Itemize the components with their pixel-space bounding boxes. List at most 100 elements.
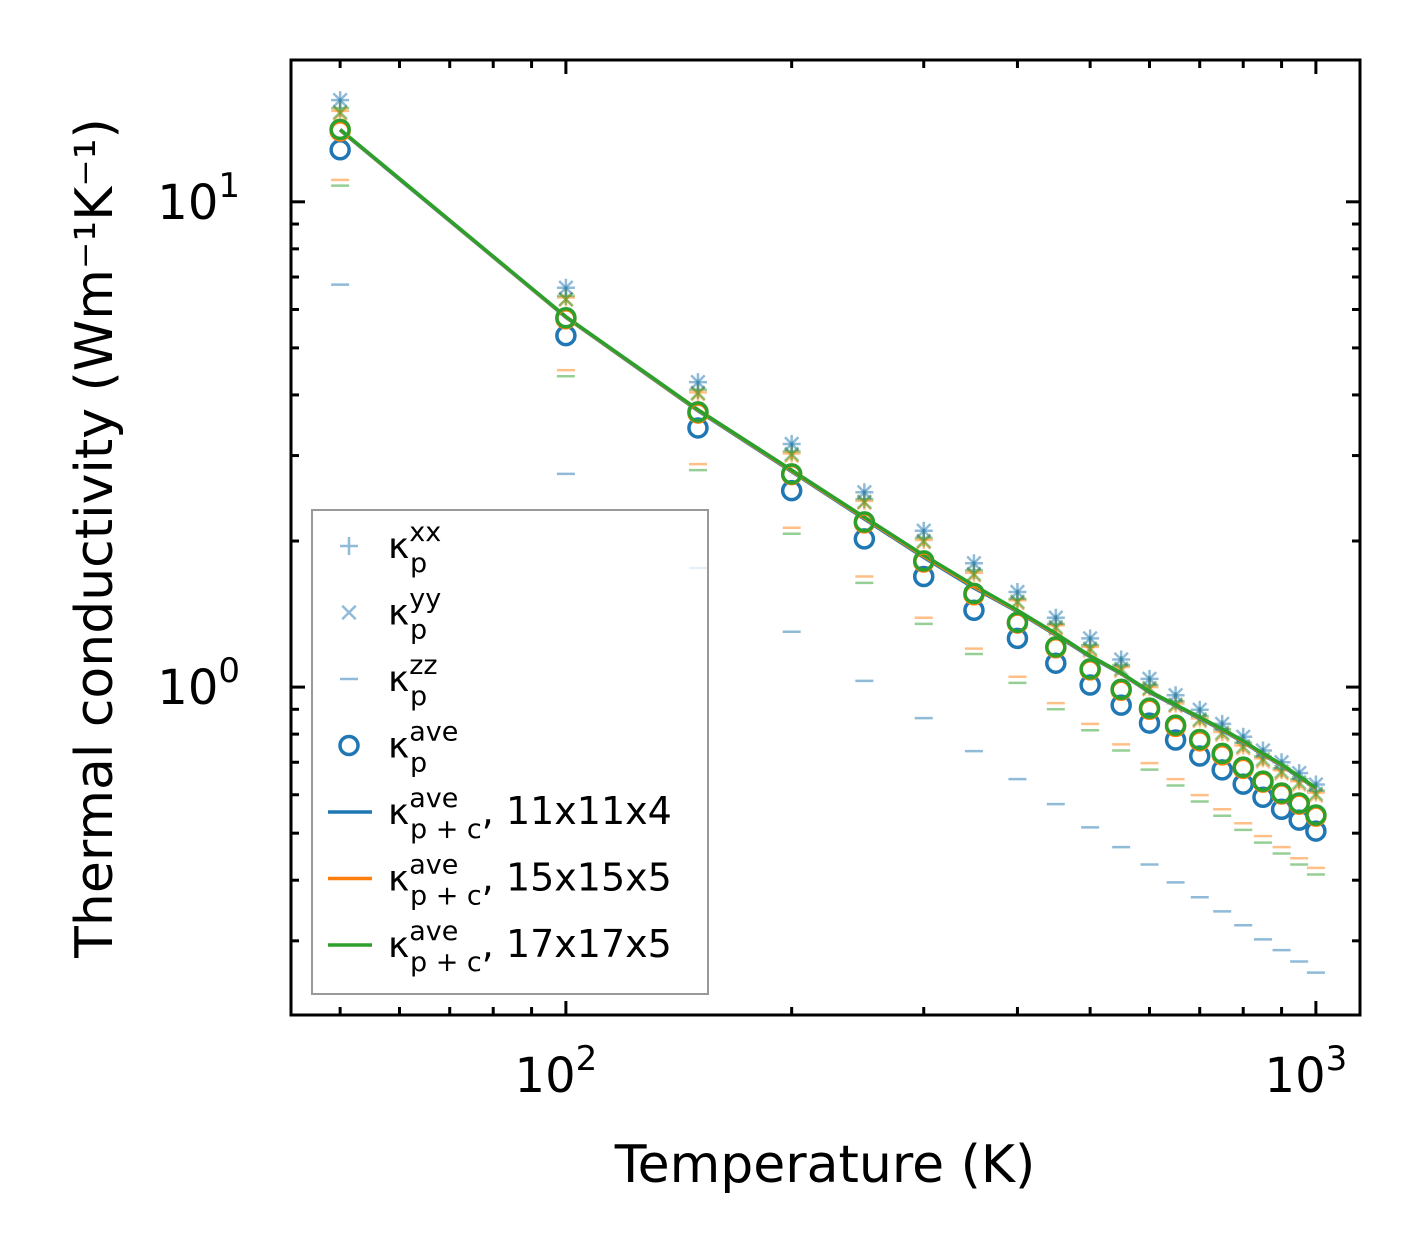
y-tick-base: 10 (157, 660, 218, 716)
point-kp_ave_17x17x5 (329, 118, 351, 141)
x-tick-label: 103 (1265, 1039, 1348, 1104)
legend-superscript: ave (409, 916, 458, 947)
legend-subscript: p (410, 748, 427, 779)
legend-label: κave p + c, 17x17x5 (388, 916, 672, 978)
legend-marker-plus (340, 537, 358, 555)
legend-label: κave p + c, 15x15x5 (388, 850, 672, 912)
x-axis-label: Temperature (K) (614, 1135, 1036, 1195)
legend-subscript: p (410, 615, 427, 646)
legend-label: κzz p (388, 650, 438, 712)
point-kp_ave_17x17x5 (1164, 714, 1187, 736)
legend-suffix: , 11x11x4 (482, 789, 672, 833)
series-kpc_ave_17x17x5 (339, 128, 1317, 790)
point-kp_yy_11x11x4 (1141, 671, 1158, 687)
legend-symbol: κ (388, 859, 409, 900)
point-kp_ave_17x17x5 (1211, 742, 1233, 765)
legend-symbol: κ (388, 726, 409, 767)
legend-item: κyy p (341, 584, 441, 646)
point-kp_yy_11x11x4 (784, 436, 800, 452)
point-kp_ave_17x17x5 (853, 511, 876, 533)
x-tick-base: 10 (1265, 1048, 1326, 1104)
series-kp_ave_17x17x5 (329, 118, 1327, 826)
legend-label: κxx p (388, 517, 441, 579)
legend-superscript: ave (409, 850, 458, 881)
point-kp_ave_17x17x5 (963, 582, 985, 605)
point-kp_ave_17x17x5 (912, 550, 935, 572)
legend-subscript: p (410, 548, 427, 579)
point-kp_ave_17x17x5 (1188, 728, 1211, 751)
point-kp_yy_17x17x5 (966, 566, 982, 582)
point-kp_ave_17x17x5 (1232, 756, 1254, 778)
point-kp_ave_11x11x4 (912, 565, 935, 588)
point-kp_ave_17x17x5 (1079, 658, 1101, 680)
point-kp_yy_11x11x4 (856, 484, 872, 500)
y-tick-label: 101 (157, 166, 240, 231)
point-kp_ave_17x17x5 (1006, 611, 1029, 634)
legend-item: κxx p (340, 517, 441, 579)
legend-item: κave p (338, 717, 458, 779)
point-kp_ave_17x17x5 (555, 306, 577, 329)
legend-superscript: zz (409, 650, 437, 681)
legend-suffix: , 15x15x5 (482, 856, 672, 900)
point-kp_ave_17x17x5 (1110, 678, 1132, 700)
point-kp_yy_11x11x4 (332, 92, 348, 108)
legend-marker-cross (341, 604, 357, 621)
point-kp_ave_17x17x5 (1305, 804, 1327, 826)
point-kp_ave_11x11x4 (687, 417, 709, 439)
legend-symbol: κ (388, 593, 409, 634)
legend-symbol: κ (388, 526, 409, 567)
point-kp_ave_11x11x4 (1138, 712, 1161, 734)
legend-symbol: κ (388, 659, 409, 700)
point-kp_yy_11x11x4 (690, 374, 706, 390)
series-kp_zz_17x17x5 (331, 184, 1325, 876)
point-kp_ave_11x11x4 (1164, 729, 1187, 751)
series-kp_zz_15x15x5 (331, 178, 1325, 870)
legend-superscript: xx (409, 517, 441, 548)
y-tick-exp: 0 (218, 651, 240, 691)
y-tick-base: 10 (157, 175, 218, 231)
y-axis-label: Thermal conductivity (Wm⁻¹K⁻¹) (65, 118, 125, 959)
point-kp_yy_17x17x5 (332, 104, 348, 120)
legend-subscript: p (410, 681, 427, 712)
legend-label: κyy p (388, 584, 441, 646)
legend-superscript: yy (409, 584, 441, 615)
point-kp_ave_11x11x4 (1110, 694, 1132, 716)
x-tick-label: 102 (515, 1039, 598, 1104)
x-tick-base: 10 (515, 1048, 576, 1104)
point-kp_yy_11x11x4 (966, 555, 982, 571)
x-tick-exp: 3 (1326, 1039, 1348, 1079)
plot-frame (289, 58, 1362, 1017)
y-tick-exp: 1 (218, 166, 240, 206)
point-kp_ave_11x11x4 (1006, 627, 1029, 650)
point-kp_ave_17x17x5 (687, 401, 709, 423)
point-kp_yy_11x11x4 (1048, 610, 1064, 626)
x-tick-exp: 2 (576, 1039, 598, 1079)
point-kp_ave_17x17x5 (1270, 782, 1293, 804)
legend-superscript: ave (409, 783, 458, 814)
point-kp_ave_11x11x4 (1305, 820, 1327, 842)
legend-frame (311, 509, 709, 995)
legend-label: κave p (388, 717, 458, 779)
legend-label: κave p + c, 11x11x4 (388, 783, 672, 845)
point-kp_yy_11x11x4 (1009, 584, 1026, 600)
legend-symbol: κ (388, 792, 409, 833)
point-kp_yy_11x11x4 (1308, 776, 1324, 793)
point-kp_yy_11x11x4 (1082, 630, 1098, 647)
legend-marker-circle (338, 734, 360, 757)
legend-superscript: ave (409, 717, 458, 748)
point-kp_ave_17x17x5 (1045, 636, 1067, 658)
point-kp_yy_11x11x4 (1113, 651, 1129, 668)
legend-item: κave p + c, 15x15x5 (328, 850, 672, 912)
series-kp_yy_11x11x4 (332, 92, 1324, 793)
legend-subscript: p + c (410, 814, 482, 845)
legend-item: κave p + c, 11x11x4 (328, 783, 672, 845)
point-kp_ave_17x17x5 (1138, 697, 1161, 719)
point-kp_ave_17x17x5 (780, 463, 803, 485)
plot-marks (329, 91, 1327, 974)
line-kpc_ave_17x17x5 (339, 128, 1317, 790)
point-kp_yy_11x11x4 (1167, 687, 1184, 703)
point-kp_ave_17x17x5 (1288, 792, 1310, 814)
